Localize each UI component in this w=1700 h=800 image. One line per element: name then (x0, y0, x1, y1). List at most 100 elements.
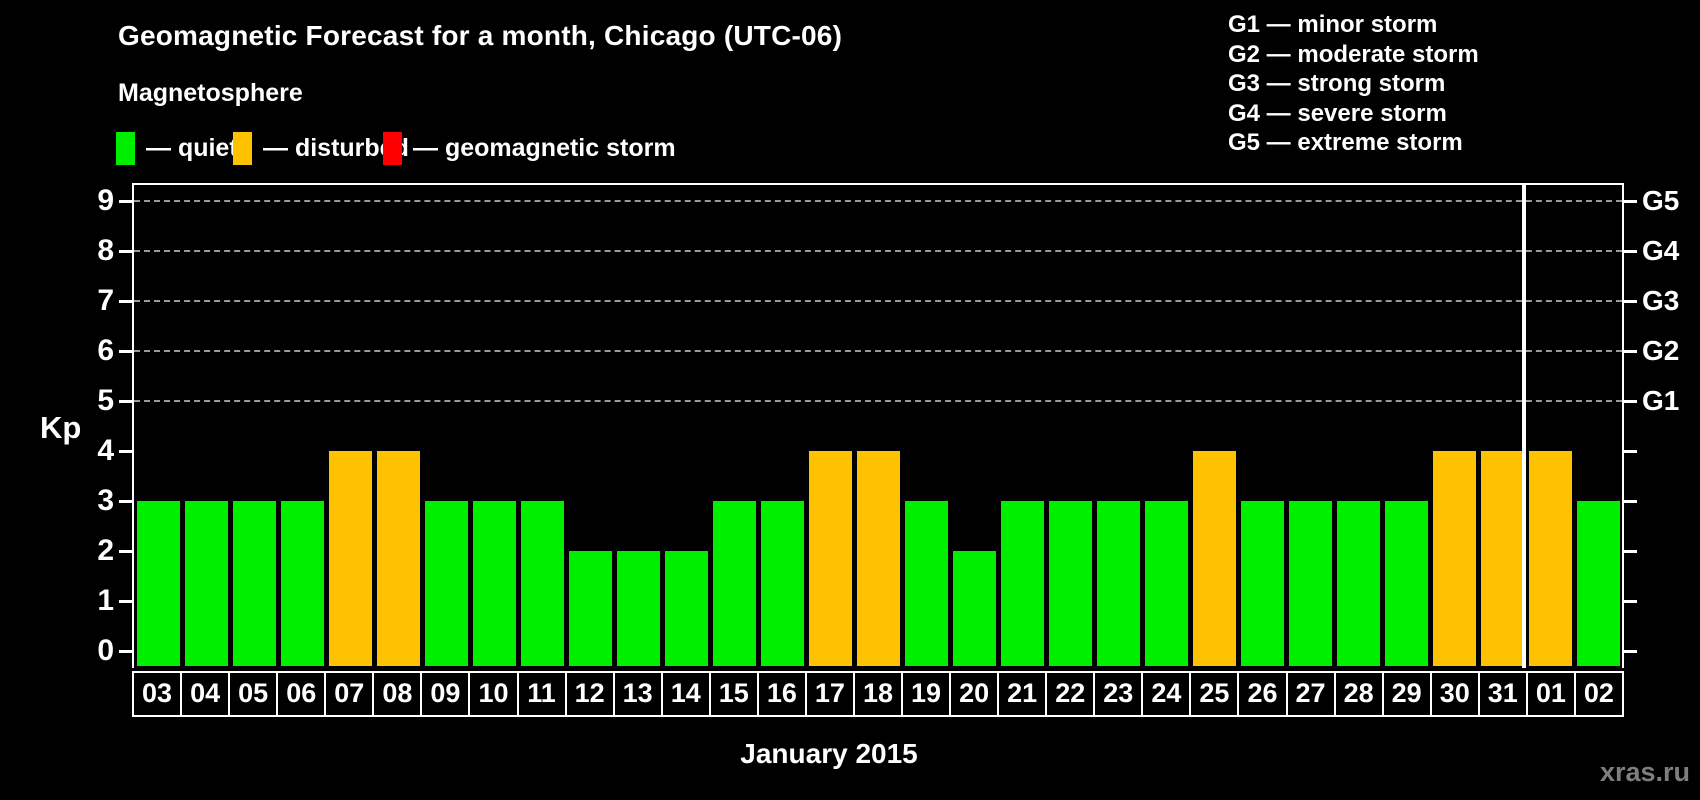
bar-day-19 (905, 501, 948, 666)
y-tick-7 (119, 300, 132, 303)
y-tick-label-5: 5 (97, 384, 114, 417)
y-tick-label-7: 7 (97, 284, 114, 317)
g4-legend-line: G4 — severe storm (1228, 99, 1447, 127)
day-label-25: 25 (1189, 671, 1240, 717)
day-label-08: 08 (372, 671, 423, 717)
y-tick-3 (119, 500, 132, 503)
y-tick-label-2: 2 (97, 534, 114, 567)
right-tick-6 (1624, 350, 1637, 353)
y-tick-label-4: 4 (97, 434, 114, 467)
day-label-14: 14 (660, 671, 711, 717)
bar-day-18 (857, 451, 900, 666)
day-label-07: 07 (324, 671, 375, 717)
bar-day-09 (425, 501, 468, 666)
right-tick-0 (1624, 650, 1637, 653)
day-label-21: 21 (997, 671, 1048, 717)
right-tick-7 (1624, 300, 1637, 303)
bar-day-24 (1145, 501, 1188, 666)
g-scale-legend: G1 — minor storm G2 — moderate storm G3 … (1228, 10, 1479, 158)
g3-legend-line: G3 — strong storm (1228, 70, 1446, 97)
g-scale-label-g1: G1 (1642, 385, 1680, 416)
y-tick-2 (119, 550, 132, 553)
y-tick-0 (119, 650, 132, 653)
month-boundary-line (1522, 185, 1526, 668)
gridline-kp6 (134, 350, 1622, 352)
g1-legend-line: G1 — minor storm (1228, 11, 1438, 38)
g2-legend-line: G2 — moderate storm (1228, 40, 1479, 68)
bar-day-31 (1481, 451, 1524, 666)
y-tick-1 (119, 600, 132, 603)
magnetosphere-label: Magnetosphere (118, 79, 303, 107)
bar-day-16 (761, 501, 804, 666)
day-label-24: 24 (1141, 671, 1192, 717)
x-axis-day-labels: 03 04 05 06 07 08 09 10 11 12 13 14 15 16 17 18 19 20 21 22… (132, 671, 1624, 717)
y-tick-label-9: 9 (97, 184, 114, 217)
bar-day-23 (1097, 501, 1140, 666)
gridline-kp9 (134, 200, 1622, 202)
day-label-29: 29 (1381, 671, 1432, 717)
y-axis-title: Kp (40, 410, 82, 445)
day-label-04: 04 (180, 671, 231, 717)
quiet-label: — quiet (146, 133, 238, 162)
day-label-16: 16 (756, 671, 807, 717)
y-tick-label-6: 6 (97, 334, 114, 367)
right-tick-8 (1624, 250, 1637, 253)
x-axis-title: January 2015 (740, 738, 918, 769)
g-scale-label-g3: G3 (1642, 285, 1680, 316)
day-label-10: 10 (468, 671, 519, 717)
day-label-27: 27 (1285, 671, 1336, 717)
right-tick-4 (1624, 450, 1637, 453)
chart-title: Geomagnetic Forecast for a month, Chicag… (118, 20, 843, 51)
y-tick-label-0: 0 (97, 634, 114, 667)
bar-day-11 (521, 501, 564, 666)
bar-day-25 (1193, 451, 1236, 666)
bar-day-10 (473, 501, 516, 666)
day-label-15: 15 (708, 671, 759, 717)
bar-day-28 (1337, 501, 1380, 666)
g5-legend-line: G5 — extreme storm (1228, 129, 1463, 156)
day-label-13: 13 (612, 671, 663, 717)
legend-item-quiet: — quiet (116, 130, 238, 166)
g-scale-label-g2: G2 (1642, 335, 1680, 366)
bar-day-05 (233, 501, 276, 666)
bar-day-14 (665, 551, 708, 666)
day-label-20: 20 (949, 671, 1000, 717)
bar-day-27 (1289, 501, 1332, 666)
day-label-02: 02 (1573, 671, 1624, 717)
bar-day-20 (953, 551, 996, 666)
day-label-28: 28 (1333, 671, 1384, 717)
day-label-26: 26 (1237, 671, 1288, 717)
bar-day-01 (1529, 451, 1572, 666)
bar-day-30 (1433, 451, 1476, 666)
bar-day-12 (569, 551, 612, 666)
day-label-11: 11 (516, 671, 567, 717)
bar-day-07 (329, 451, 372, 666)
g-scale-label-g5: G5 (1642, 185, 1680, 216)
right-tick-3 (1624, 500, 1637, 503)
bar-day-29 (1385, 501, 1428, 666)
day-label-31: 31 (1477, 671, 1528, 717)
bar-day-15 (713, 501, 756, 666)
day-label-09: 09 (420, 671, 471, 717)
gridline-kp7 (134, 300, 1622, 302)
right-tick-5 (1624, 400, 1637, 403)
bar-day-02 (1577, 501, 1620, 666)
day-label-01: 01 (1525, 671, 1576, 717)
disturbed-color-swatch (233, 131, 252, 165)
bar-day-03 (137, 501, 180, 666)
bar-day-21 (1001, 501, 1044, 666)
day-label-05: 05 (228, 671, 279, 717)
y-tick-6 (119, 350, 132, 353)
day-label-18: 18 (852, 671, 903, 717)
day-label-12: 12 (564, 671, 615, 717)
day-label-22: 22 (1045, 671, 1096, 717)
quiet-color-swatch (116, 131, 135, 165)
day-label-19: 19 (901, 671, 952, 717)
storm-label: — geomagnetic storm (413, 133, 676, 162)
watermark: xras.ru (1599, 757, 1690, 787)
right-tick-9 (1624, 200, 1637, 203)
y-tick-4 (119, 450, 132, 453)
bar-day-26 (1241, 501, 1284, 666)
gridline-kp5 (134, 400, 1622, 402)
